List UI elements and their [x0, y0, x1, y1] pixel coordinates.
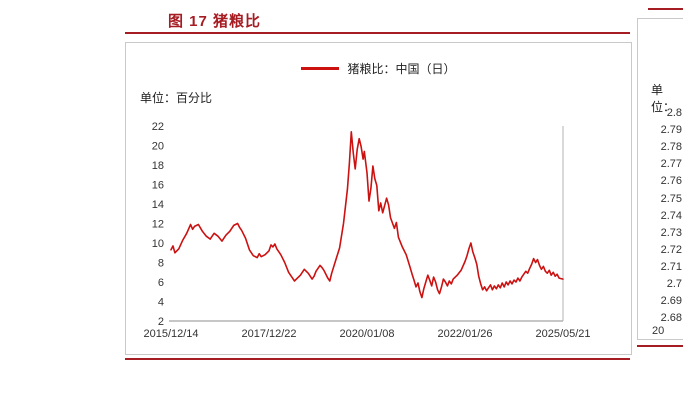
right-y-axis-tick-label: 2.7 [666, 278, 682, 290]
y-axis-tick-label: 22 [152, 121, 164, 133]
x-axis-tick-label: 2025/05/21 [535, 328, 590, 340]
right-partial-x-label: 20 [652, 325, 665, 337]
y-axis-tick-label: 20 [152, 141, 164, 153]
right-y-axis-tick-label: 2.72 [660, 243, 682, 256]
legend-label: 猪粮比：中国（日） [347, 61, 456, 76]
y-axis-tick-label: 18 [152, 160, 164, 172]
figure-bottom-rule [125, 358, 630, 360]
y-axis-tick-label: 4 [158, 297, 164, 309]
right-y-axis-tick-label: 2.75 [660, 192, 682, 205]
right-y-axis-tick-label: 2.77 [660, 158, 682, 171]
figure-title: 图 17 猪粮比 [168, 13, 262, 30]
y-axis-tick-label: 2 [158, 316, 164, 328]
x-axis-tick-label: 2020/01/08 [339, 328, 394, 340]
x-axis-tick-label: 2015/12/14 [143, 328, 198, 340]
chart-container: 猪粮比：中国（日） 单位：百分比 22 20 18 16 14 12 10 8 6 4 2 2015/… [125, 42, 632, 355]
right-figure-bottom-rule [637, 345, 683, 347]
legend-line-swatch [301, 66, 340, 70]
chart-legend: 猪粮比：中国（日） [126, 59, 631, 77]
right-y-axis-tick-label: 2.78 [660, 141, 682, 154]
y-axis-tick-label: 6 [158, 277, 164, 289]
y-axis-tick-label: 14 [152, 199, 164, 211]
y-axis-tick-label: 8 [158, 258, 164, 270]
x-axis-tick-label: 2022/01/26 [437, 328, 492, 340]
title-underline-rule [125, 32, 630, 34]
y-axis-tick-label: 12 [152, 219, 164, 231]
right-chart-container: 单位： 2.8 2.79 2.78 2.77 2.76 2.75 2.74 2.73 2.72 2… [637, 18, 683, 340]
unit-label: 单位：百分比 [140, 91, 213, 105]
right-y-axis-tick-label: 2.76 [660, 175, 682, 188]
right-y-axis-tick-label: 2.74 [660, 209, 682, 222]
series-line [170, 131, 564, 299]
right-title-underline-rule [648, 8, 683, 10]
right-unit-label: 单位： [651, 83, 676, 114]
x-axis-tick-label: 2017/12/22 [241, 328, 296, 340]
right-y-axis-tick-label: 2.79 [660, 124, 682, 137]
right-y-axis-tick-label: 2.8 [666, 107, 682, 119]
y-axis-tick-label: 16 [152, 180, 164, 192]
right-y-axis-tick-label: 2.69 [660, 295, 682, 308]
right-y-axis-tick-label: 2.68 [660, 312, 682, 325]
right-y-axis-tick-label: 2.73 [660, 226, 682, 239]
y-axis-tick-label: 10 [152, 238, 164, 250]
right-y-axis-tick-label: 2.71 [660, 260, 682, 273]
